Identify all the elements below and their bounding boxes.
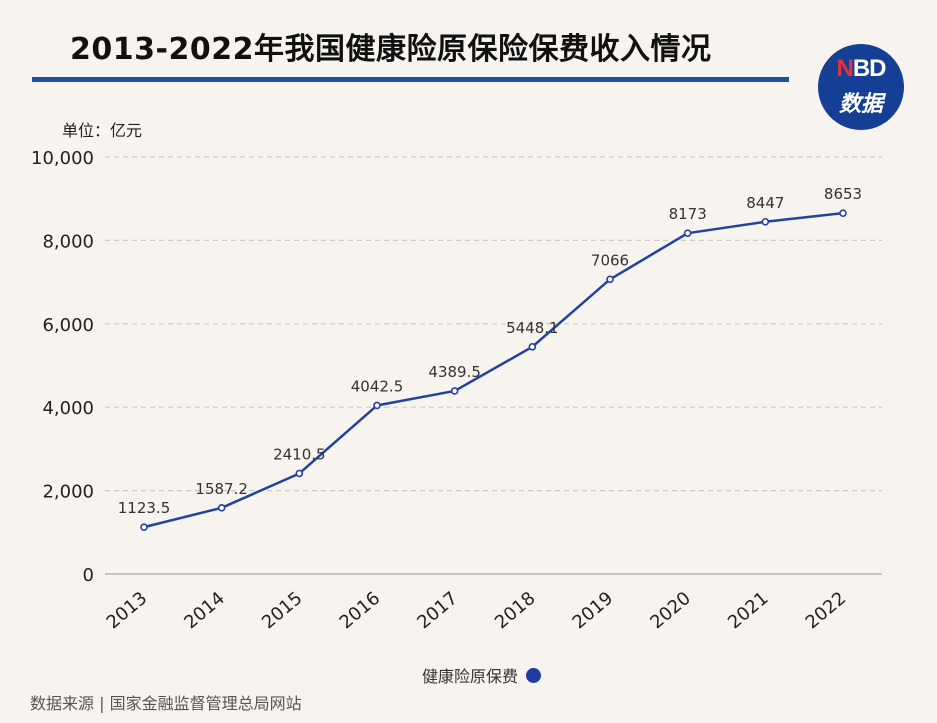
data-point [528,343,537,351]
series-line [143,211,844,529]
legend-label: 健康险原保费 [422,667,519,686]
y-tick-label: 4,000 [42,398,94,419]
data-point [295,469,304,478]
data-label: 4042.5 [351,377,404,395]
page-title: 2013-2022年我国健康险原保险保费收入情况 [70,32,712,67]
data-point [140,523,148,531]
data-label: 7066 [591,251,629,269]
y-axis-unit-label: 单位：亿元 [62,121,143,140]
data-point [606,275,614,284]
x-tick-label: 2020 [646,588,695,634]
y-tick-label: 10,000 [31,148,94,169]
data-label: 4389.5 [428,363,481,381]
x-tick-label: 2021 [724,588,773,634]
y-tick-label: 6,000 [42,315,94,336]
y-tick-labels: 0 2,000 4,000 6,000 8,000 10,000 [31,148,94,586]
x-tick-label: 2022 [802,588,851,634]
x-tick-label: 2019 [569,588,618,634]
y-tick-label: 2,000 [42,482,94,503]
data-label: 8173 [669,205,707,223]
x-tick-labels: 2013 2014 2015 2016 2017 2018 2019 2020 2021 2022 [103,588,851,634]
data-labels: 1123.5 1587.2 2410.5 4042.5 4389.5 5448.1 7066… [118,185,862,517]
y-tick-label: 8,000 [42,231,94,252]
data-point [450,387,459,395]
data-point [217,504,226,512]
x-tick-label: 2017 [413,588,462,634]
x-tick-label: 2016 [336,588,385,634]
title-underline [32,77,789,82]
data-point [683,229,692,237]
data-point [761,217,770,226]
data-label: 2410.5 [273,445,326,463]
data-label: 8447 [746,194,784,212]
x-tick-label: 2013 [103,588,152,634]
y-tick-label: 0 [83,565,94,586]
nbd-logo: NBD 数据 [818,44,904,130]
data-source: 数据来源 | 国家金融监督管理总局网站 [30,694,302,713]
data-point [839,209,847,217]
data-label: 8653 [824,185,862,203]
logo-text-top: NBD [836,55,886,82]
x-tick-label: 2014 [180,588,229,634]
data-label: 5448.1 [506,319,559,337]
data-label: 1123.5 [118,499,171,517]
logo-text-bottom: 数据 [838,92,883,117]
chart-grid [105,156,882,492]
x-tick-label: 2018 [491,588,540,634]
chart-legend[interactable]: 健康险原保费 [422,664,542,686]
data-label: 1587.2 [195,480,248,498]
legend-marker [526,667,542,683]
data-point [373,401,381,410]
series-健康险原保费 [140,209,847,531]
x-tick-label: 2015 [258,588,307,634]
